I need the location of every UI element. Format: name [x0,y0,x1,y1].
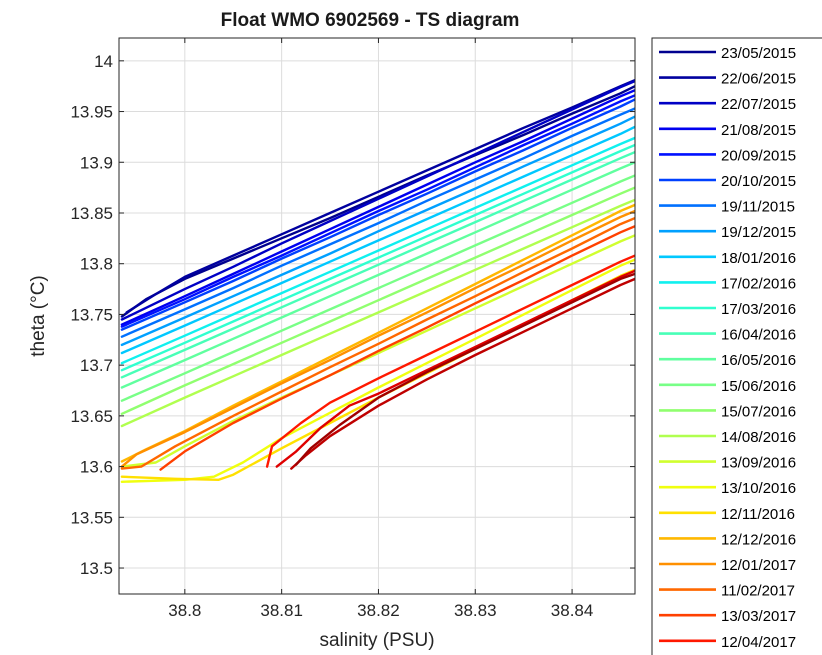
legend-entry: 12/11/2016 [721,506,795,523]
x-tick-label: 38.81 [260,601,303,620]
series-line [159,224,635,471]
x-axis-label: salinity (PSU) [319,630,434,651]
legend-entry: 13/09/2016 [721,455,796,472]
x-tick-label: 38.83 [454,601,497,620]
legend-entry: 19/11/2015 [721,199,795,216]
series-line [120,79,635,321]
y-tick-label: 13.85 [70,204,113,223]
series-line [120,234,635,468]
legend-entry: 17/03/2016 [721,301,796,318]
series-line [290,277,635,470]
y-axis-ticks: 13.5 13.55 13.6 13.65 13.7 13.75 13.8 13.85 13.9… [70,52,635,578]
legend-entry: 20/10/2015 [721,173,796,190]
legend: 23/05/2015 22/06/2015 22/07/2015 21/08/2015… [651,37,822,655]
series-lines [120,78,635,483]
x-tick-label: 38.8 [168,601,201,620]
legend-entry: 13/03/2017 [721,608,796,625]
series-line [120,88,635,326]
series-line [120,143,635,372]
legend-entry: 16/04/2016 [721,327,796,344]
legend-entry: 22/07/2015 [721,96,796,113]
series-line [120,161,635,389]
y-tick-label: 13.6 [80,458,113,477]
legend-entry: 16/05/2016 [721,352,796,369]
series-line [120,84,635,318]
x-axis-ticks: 38.8 38.81 38.82 38.83 38.84 [168,38,593,620]
legend-entry: 12/04/2017 [721,634,796,651]
legend-entry: 12/12/2016 [721,531,796,548]
legend-entry: 21/08/2015 [721,122,796,139]
y-tick-label: 13.5 [80,559,113,578]
legend-entry: 19/12/2015 [721,224,796,241]
series-line [120,136,635,365]
legend-entry: 13/10/2016 [721,480,796,497]
legend-entry: 23/05/2015 [721,45,796,62]
series-line [120,198,635,428]
series-line [120,186,635,415]
series-line [120,94,635,328]
legend-entry: 15/06/2016 [721,378,796,395]
y-tick-label: 13.7 [80,356,113,375]
legend-box [651,37,822,655]
plot-area-frame [118,37,636,595]
series-line [265,254,635,468]
series-line [120,107,635,338]
legend-entry: 17/02/2016 [721,275,796,292]
series-line [120,174,635,402]
y-tick-label: 14 [94,52,113,71]
series-line [120,258,635,483]
series-line [125,78,635,314]
y-tick-label: 13.8 [80,255,113,274]
y-tick-label: 13.95 [70,103,113,122]
legend-entry: 12/01/2017 [721,557,796,574]
y-tick-label: 13.75 [70,305,113,324]
series-line [120,125,635,355]
series-line [275,269,635,468]
legend-entry: 14/08/2016 [721,429,796,446]
series-line [120,209,635,468]
chart-title: Float WMO 6902569 - TS diagram [221,10,520,31]
legend-entry: 20/09/2015 [721,147,796,164]
legend-entry: 18/01/2016 [721,250,796,267]
series-line [120,98,635,331]
y-axis-label: theta (°C) [28,275,49,357]
y-tick-label: 13.55 [70,508,113,527]
legend-entry: 15/07/2016 [721,403,796,420]
legend-entry: 22/06/2015 [721,71,796,88]
x-tick-label: 38.84 [551,601,594,620]
y-tick-label: 13.65 [70,407,113,426]
y-tick-label: 13.9 [80,153,113,172]
series-line [120,150,635,379]
series-line [295,272,635,466]
x-tick-label: 38.82 [357,601,400,620]
legend-entry: 11/02/2017 [721,583,795,600]
series-line [120,115,635,347]
series-line [120,216,635,470]
